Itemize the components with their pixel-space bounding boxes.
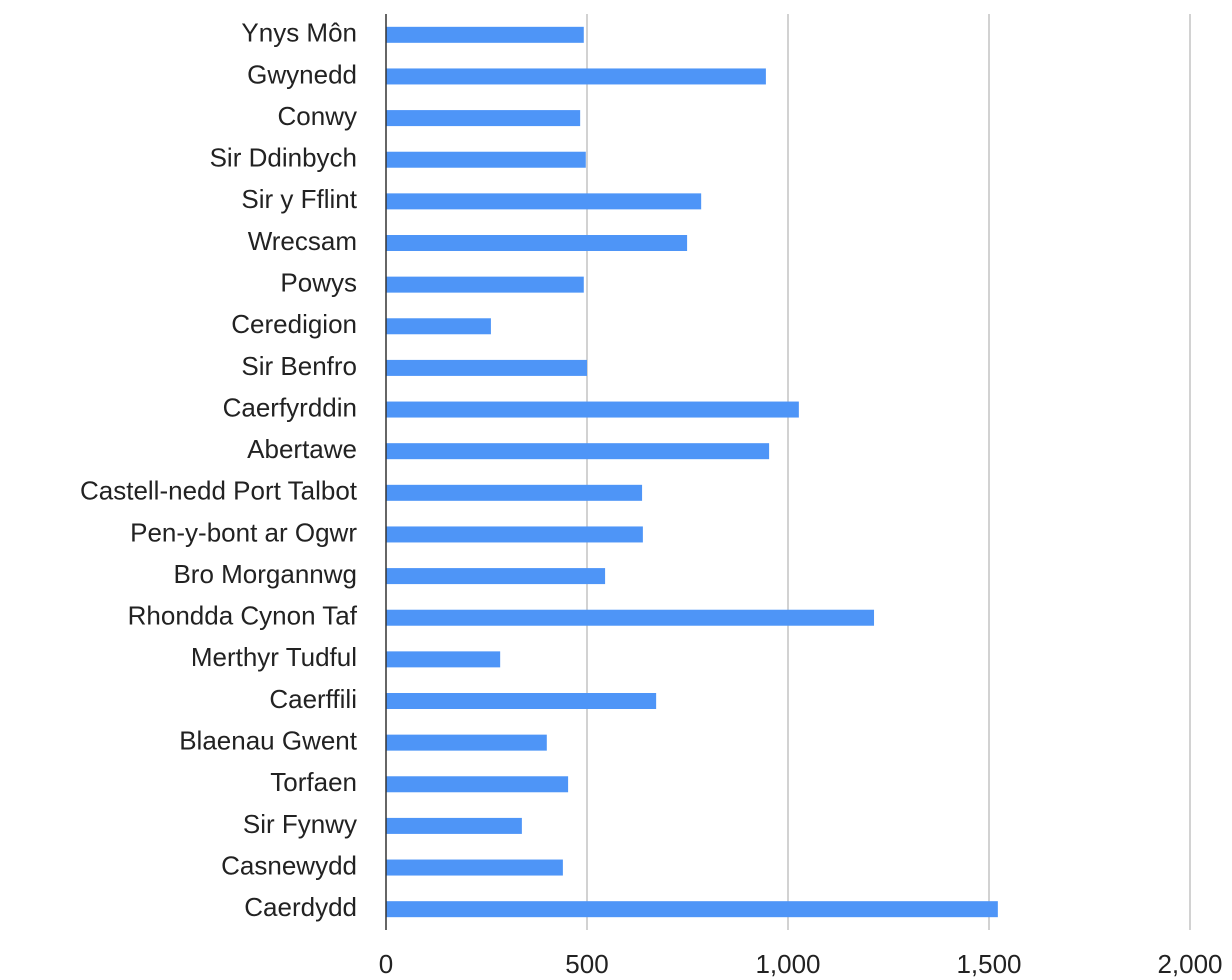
bar — [386, 26, 584, 43]
bar — [386, 151, 586, 168]
bar — [386, 568, 606, 585]
bar — [386, 359, 587, 376]
bar — [386, 817, 522, 834]
x-tick-label: 1,500 — [956, 949, 1021, 979]
y-tick-label: Ynys Môn — [241, 18, 357, 48]
bar — [386, 526, 643, 543]
bar — [386, 318, 491, 335]
y-tick-label: Sir Ddinbych — [210, 143, 357, 173]
bar — [386, 609, 875, 626]
y-tick-label: Sir y Fflint — [241, 184, 357, 214]
y-tick-label: Caerffili — [269, 684, 357, 714]
y-tick-label: Gwynedd — [247, 59, 357, 89]
y-tick-label: Caerfyrddin — [223, 392, 357, 422]
bar — [386, 110, 581, 127]
y-tick-label: Powys — [280, 268, 357, 298]
bar — [386, 859, 563, 876]
bar — [386, 401, 799, 418]
y-tick-label: Caerdydd — [244, 892, 357, 922]
y-tick-label: Blaenau Gwent — [179, 726, 358, 756]
bar — [386, 484, 643, 501]
bar — [386, 693, 657, 709]
y-tick-label: Bro Morgannwg — [173, 559, 357, 589]
y-tick-label: Torfaen — [270, 767, 357, 797]
x-tick-label: 0 — [379, 949, 393, 979]
y-tick-label: Sir Benfro — [241, 351, 357, 381]
y-tick-label: Conwy — [278, 101, 357, 131]
bar — [386, 651, 501, 668]
bar — [386, 193, 702, 210]
x-tick-label: 1,000 — [755, 949, 820, 979]
y-tick-label: Ceredigion — [231, 309, 357, 339]
x-tick-label: 500 — [565, 949, 608, 979]
y-tick-label: Wrecsam — [248, 226, 357, 256]
bar — [386, 235, 688, 251]
bar — [386, 443, 770, 460]
bar — [386, 68, 766, 85]
x-tick-label: 2,000 — [1157, 949, 1222, 979]
y-tick-label: Pen-y-bont ar Ogwr — [130, 517, 357, 547]
y-tick-label: Casnewydd — [221, 850, 357, 880]
bar — [386, 734, 547, 751]
y-tick-label: Sir Fynwy — [243, 809, 357, 839]
bar — [386, 276, 584, 293]
y-tick-label: Castell-nedd Port Talbot — [80, 476, 358, 506]
bar — [386, 776, 569, 793]
y-tick-label: Abertawe — [247, 434, 357, 464]
y-tick-label: Rhondda Cynon Taf — [128, 601, 358, 631]
bar — [386, 901, 998, 918]
y-tick-label: Merthyr Tudful — [191, 642, 357, 672]
